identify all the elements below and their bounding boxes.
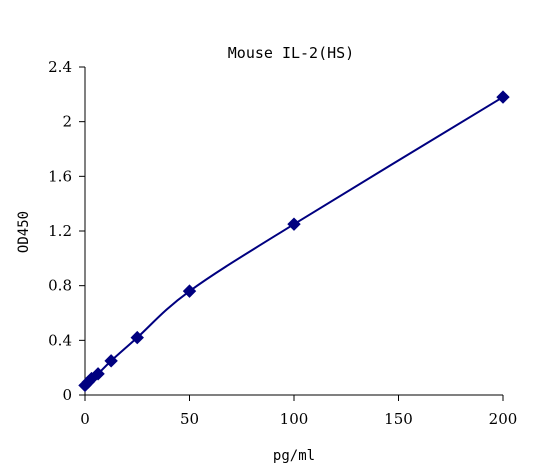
data-point bbox=[130, 330, 144, 345]
y-tick-label: 0.8 bbox=[48, 277, 72, 295]
data-point bbox=[287, 217, 301, 231]
y-tick-label: 2.4 bbox=[48, 58, 72, 76]
axes bbox=[84, 67, 503, 396]
data-point bbox=[91, 367, 105, 381]
x-axis-label: pg/ml bbox=[273, 448, 315, 464]
x-tick-label: 100 bbox=[280, 410, 309, 428]
y-tick-label: 0.4 bbox=[48, 331, 72, 349]
data-point bbox=[104, 354, 118, 368]
x-tick-label: 200 bbox=[489, 410, 518, 428]
x-tick-label: 0 bbox=[80, 410, 90, 428]
series bbox=[78, 90, 510, 393]
ticks: 0 0.4 0.8 1.2 1.6 2 2.4 0 50 100 150 200 bbox=[48, 58, 517, 428]
y-axis-label: OD450 bbox=[16, 211, 32, 253]
data-point bbox=[182, 284, 197, 298]
y-tick-label: 0 bbox=[62, 386, 72, 404]
data-point bbox=[496, 90, 510, 104]
y-tick-label: 1.2 bbox=[48, 222, 72, 240]
y-tick-label: 2 bbox=[62, 113, 72, 131]
y-tick-label: 1.6 bbox=[48, 167, 72, 185]
chart-title: Mouse IL-2(HS) bbox=[228, 44, 354, 62]
x-tick-label: 50 bbox=[180, 410, 199, 428]
x-tick-label: 150 bbox=[384, 410, 413, 428]
trend-line bbox=[84, 96, 504, 387]
